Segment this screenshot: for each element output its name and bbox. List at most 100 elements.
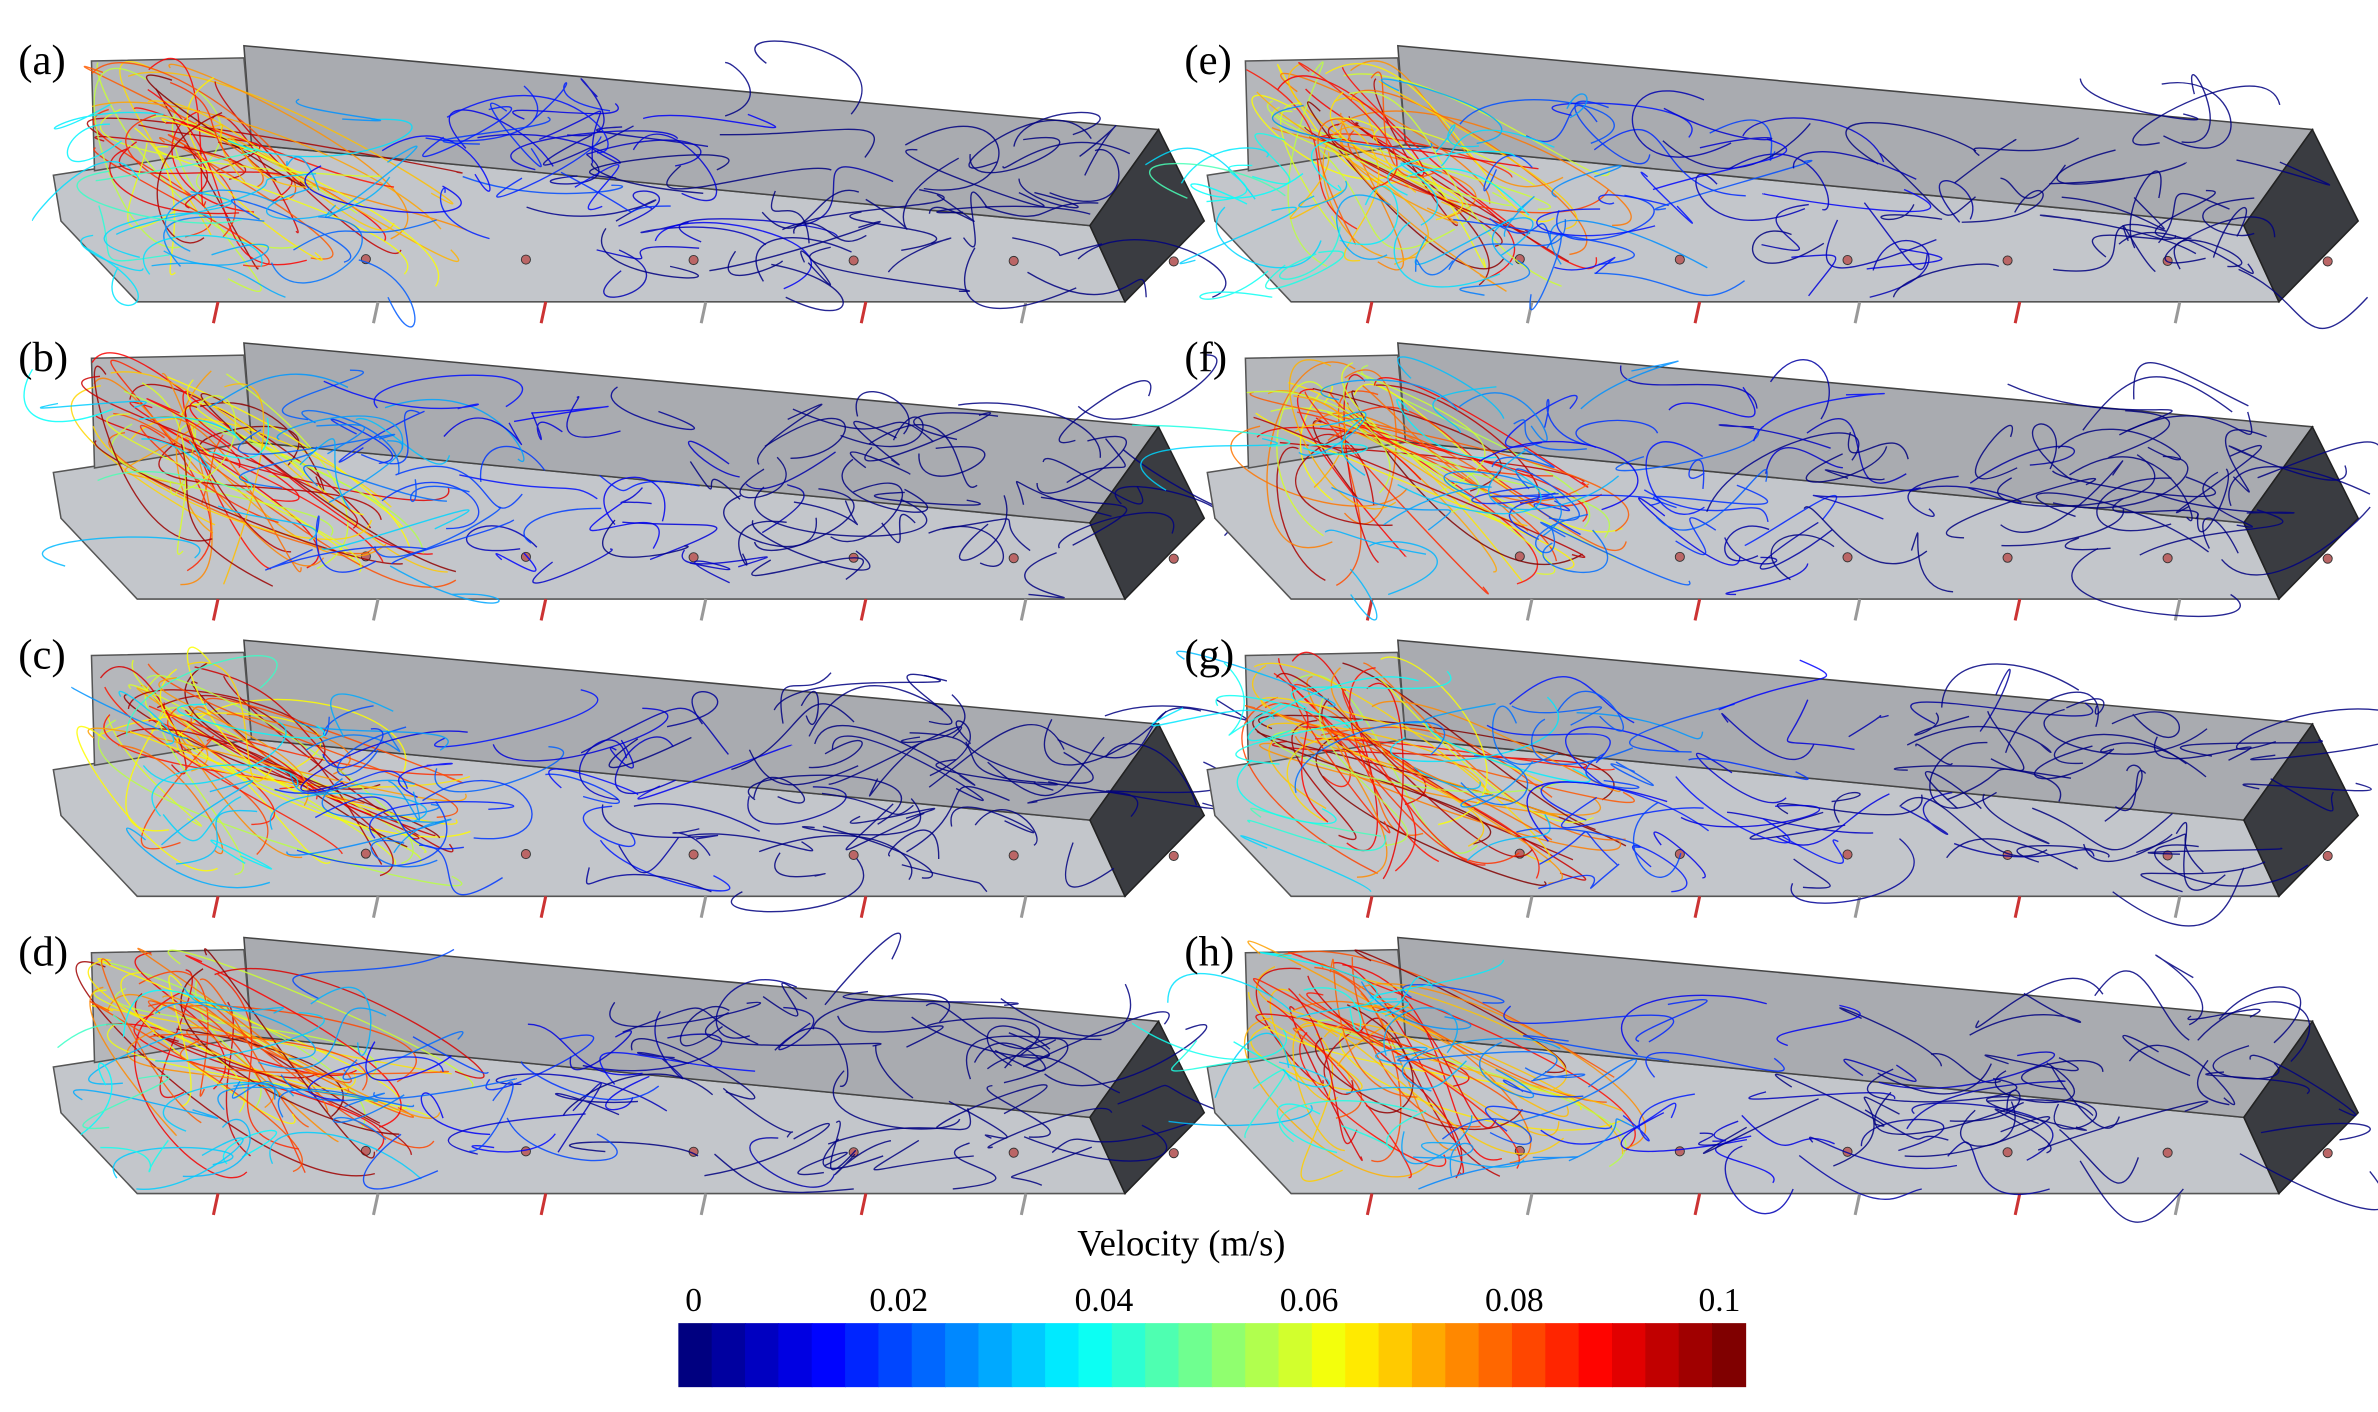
streamline — [219, 734, 372, 816]
streamline — [176, 703, 326, 739]
streamline — [1190, 173, 1304, 205]
streamline — [1368, 540, 1438, 596]
streamline — [901, 864, 988, 893]
streamline — [1655, 469, 1768, 531]
streamline — [1305, 88, 1516, 281]
streamline — [158, 442, 382, 520]
streamline — [1575, 419, 1659, 449]
streamline — [144, 674, 422, 864]
outlet-leg — [1365, 895, 1374, 918]
streamline — [305, 730, 401, 753]
streamline — [1288, 987, 1358, 1145]
streamline — [1712, 1120, 1739, 1142]
streamline — [182, 390, 272, 570]
streamline — [151, 262, 286, 298]
streamline — [2066, 698, 2105, 715]
streamline — [1632, 801, 1682, 878]
streamline — [358, 259, 416, 328]
streamline — [622, 1007, 759, 1045]
streamline — [100, 961, 366, 1129]
streamline — [1348, 667, 1440, 863]
streamline — [1343, 73, 1610, 177]
streamline — [1538, 863, 1620, 890]
streamline — [905, 148, 1045, 208]
streamline — [724, 61, 751, 117]
streamline — [1350, 60, 1564, 188]
streamline — [1478, 440, 1639, 511]
streamline — [1380, 78, 1503, 145]
streamline — [332, 1094, 405, 1141]
streamline — [2239, 1153, 2378, 1211]
streamline — [2079, 78, 2199, 121]
streamline — [654, 222, 812, 290]
outlet-leg — [1525, 895, 1534, 918]
streamline — [479, 445, 546, 483]
outlet-leg — [1853, 598, 1862, 621]
outlet-leg — [2013, 1193, 2022, 1216]
streamline — [142, 721, 287, 785]
streamline — [745, 451, 836, 490]
streamline — [1252, 132, 1291, 185]
streamline — [1013, 111, 1101, 147]
streamline — [1938, 180, 1974, 223]
streamline — [2249, 1054, 2357, 1117]
streamline — [2056, 149, 2125, 185]
streamline — [1179, 206, 1297, 265]
streamline — [214, 81, 402, 254]
streamline — [1910, 701, 2094, 725]
streamline — [1015, 480, 1112, 517]
streamline — [1347, 129, 1610, 214]
streamline — [1874, 1091, 2024, 1135]
streamline — [2034, 745, 2115, 780]
outlet — [2162, 1147, 2173, 1158]
streamline — [1176, 650, 1336, 707]
streamline — [1051, 1122, 1190, 1154]
streamline — [906, 673, 953, 726]
streamline — [365, 1041, 452, 1082]
streamline — [2035, 492, 2209, 553]
streamline — [1322, 126, 1417, 260]
streamline — [2016, 844, 2110, 863]
streamline — [2114, 770, 2147, 811]
streamline — [1131, 1022, 1288, 1061]
colorbar-band — [1345, 1323, 1380, 1388]
outlet — [1008, 1147, 1019, 1158]
streamline — [1299, 384, 1334, 501]
streamline — [1930, 1053, 2001, 1084]
streamline — [2020, 1060, 2104, 1090]
streamline — [1744, 494, 1838, 547]
streamline — [136, 687, 209, 772]
streamline — [814, 724, 976, 786]
colorbar-tick-label: 0.1 — [1699, 1282, 1741, 1319]
streamline — [1279, 441, 1585, 483]
streamline — [422, 106, 513, 158]
streamline — [681, 549, 768, 568]
streamline — [2069, 456, 2193, 522]
streamline — [1724, 1145, 1794, 1215]
streamline — [2091, 234, 2176, 258]
streamline — [1486, 724, 1611, 764]
streamline — [782, 222, 867, 242]
streamline — [127, 689, 326, 773]
streamline — [304, 165, 462, 214]
streamline — [496, 136, 602, 198]
streamline — [1244, 1069, 1287, 1139]
streamline — [190, 993, 415, 1118]
streamline — [1077, 354, 1218, 420]
streamline — [1786, 699, 1855, 751]
streamline — [1478, 1041, 1535, 1099]
streamline — [388, 780, 421, 821]
streamline — [1241, 696, 1378, 875]
streamline — [1675, 517, 1717, 556]
outlet-leg — [539, 1193, 548, 1216]
streamline — [1509, 676, 1635, 724]
streamline — [495, 552, 537, 572]
streamline — [1466, 814, 1551, 862]
streamline — [1580, 360, 1679, 410]
streamline — [2147, 847, 2283, 855]
streamline — [510, 130, 679, 171]
streamline — [89, 986, 177, 1136]
streamline — [1915, 743, 1953, 766]
streamline — [1727, 811, 1874, 834]
streamline — [1353, 383, 1623, 533]
